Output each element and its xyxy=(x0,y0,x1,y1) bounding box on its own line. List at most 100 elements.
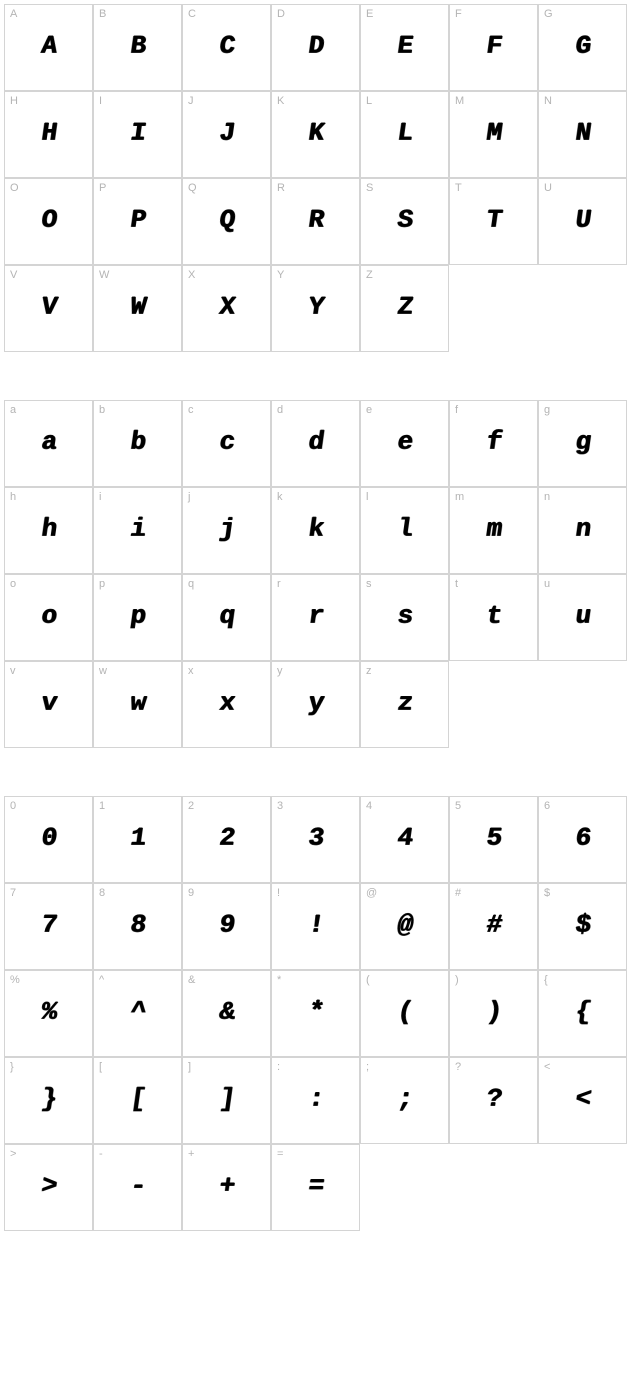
glyph-label: B xyxy=(99,8,106,20)
glyph-label: D xyxy=(277,8,285,20)
glyph-display: 1 xyxy=(128,822,147,852)
glyph-display: y xyxy=(306,687,325,717)
glyph-label: - xyxy=(99,1148,103,1160)
glyph-display: S xyxy=(395,204,414,234)
glyph-label: % xyxy=(10,974,20,986)
glyph-display: c xyxy=(217,426,236,456)
glyph-display: Z xyxy=(395,291,414,321)
glyph-display: 3 xyxy=(306,822,325,852)
glyph-label: 2 xyxy=(188,800,194,812)
glyph-display: Y xyxy=(306,291,325,321)
glyph-display: [ xyxy=(128,1083,147,1113)
glyph-label: } xyxy=(10,1061,14,1073)
glyph-cell: oo xyxy=(4,574,93,661)
glyph-label: V xyxy=(10,269,17,281)
glyph-display: x xyxy=(217,687,236,717)
glyph-display: 7 xyxy=(39,909,58,939)
glyph-cell: %% xyxy=(4,970,93,1057)
glyph-display: k xyxy=(306,513,325,543)
glyph-label: a xyxy=(10,404,16,416)
glyph-cell: mm xyxy=(449,487,538,574)
glyph-cell: yy xyxy=(271,661,360,748)
glyph-display: n xyxy=(573,513,592,543)
glyph-label: r xyxy=(277,578,281,590)
glyph-display: % xyxy=(39,996,58,1026)
glyph-label: h xyxy=(10,491,16,503)
glyph-cell: [[ xyxy=(93,1057,182,1144)
glyph-display: j xyxy=(217,513,236,543)
glyph-label: O xyxy=(10,182,19,194)
glyph-label: x xyxy=(188,665,194,677)
glyph-cell: LL xyxy=(360,91,449,178)
glyph-display: w xyxy=(128,687,147,717)
glyph-grid-uppercase: AABBCCDDEEFFGGHHIIJJKKLLMMNNOOPPQQRRSSTT… xyxy=(4,4,636,352)
glyph-cell: ]] xyxy=(182,1057,271,1144)
glyph-label: z xyxy=(366,665,372,677)
glyph-label: U xyxy=(544,182,552,194)
glyph-cell: 66 xyxy=(538,796,627,883)
glyph-label: 8 xyxy=(99,887,105,899)
glyph-cell: AA xyxy=(4,4,93,91)
glyph-display: U xyxy=(573,204,592,234)
glyph-display: C xyxy=(217,30,236,60)
glyph-display: : xyxy=(306,1083,325,1113)
glyph-cell: 11 xyxy=(93,796,182,883)
glyph-display: u xyxy=(573,600,592,630)
glyph-label: N xyxy=(544,95,552,107)
glyph-label: c xyxy=(188,404,194,416)
glyph-cell: }} xyxy=(4,1057,93,1144)
glyph-label: ? xyxy=(455,1061,461,1073)
font-character-map: AABBCCDDEEFFGGHHIIJJKKLLMMNNOOPPQQRRSSTT… xyxy=(4,4,636,1231)
glyph-display: ( xyxy=(395,996,414,1026)
glyph-cell: {{ xyxy=(538,970,627,1057)
glyph-label: w xyxy=(99,665,107,677)
glyph-display: t xyxy=(484,600,503,630)
glyph-label: $ xyxy=(544,887,550,899)
glyph-label: C xyxy=(188,8,196,20)
glyph-display: P xyxy=(128,204,147,234)
glyph-label: 4 xyxy=(366,800,372,812)
glyph-label: t xyxy=(455,578,458,590)
glyph-label: Y xyxy=(277,269,284,281)
glyph-label: n xyxy=(544,491,550,503)
glyph-cell: gg xyxy=(538,400,627,487)
glyph-label: 7 xyxy=(10,887,16,899)
glyph-display: - xyxy=(128,1170,147,1200)
glyph-cell: II xyxy=(93,91,182,178)
glyph-label: 0 xyxy=(10,800,16,812)
glyph-label: I xyxy=(99,95,102,107)
glyph-label: k xyxy=(277,491,283,503)
glyph-label: g xyxy=(544,404,550,416)
glyph-display: 9 xyxy=(217,909,236,939)
glyph-display: N xyxy=(573,117,592,147)
glyph-label: d xyxy=(277,404,283,416)
glyph-label: ^ xyxy=(99,974,104,986)
glyph-label: 9 xyxy=(188,887,194,899)
glyph-label: # xyxy=(455,887,461,899)
glyph-cell: ii xyxy=(93,487,182,574)
glyph-cell: && xyxy=(182,970,271,1057)
glyph-cell: HH xyxy=(4,91,93,178)
glyph-label: @ xyxy=(366,887,377,899)
glyph-label: + xyxy=(188,1148,194,1160)
glyph-label: ( xyxy=(366,974,370,986)
glyph-cell: 00 xyxy=(4,796,93,883)
glyph-cell: OO xyxy=(4,178,93,265)
glyph-label: L xyxy=(366,95,372,107)
glyph-cell: == xyxy=(271,1144,360,1231)
glyph-display: 2 xyxy=(217,822,236,852)
glyph-display: q xyxy=(217,600,236,630)
glyph-cell: ^^ xyxy=(93,970,182,1057)
glyph-label: X xyxy=(188,269,195,281)
glyph-cell: aa xyxy=(4,400,93,487)
glyph-label: W xyxy=(99,269,109,281)
glyph-cell: XX xyxy=(182,265,271,352)
glyph-cell: pp xyxy=(93,574,182,661)
glyph-cell: >> xyxy=(4,1144,93,1231)
glyph-cell: @@ xyxy=(360,883,449,970)
glyph-display: K xyxy=(306,117,325,147)
glyph-cell: BB xyxy=(93,4,182,91)
glyph-cell: 33 xyxy=(271,796,360,883)
glyph-display: ! xyxy=(306,909,325,939)
glyph-label: F xyxy=(455,8,462,20)
